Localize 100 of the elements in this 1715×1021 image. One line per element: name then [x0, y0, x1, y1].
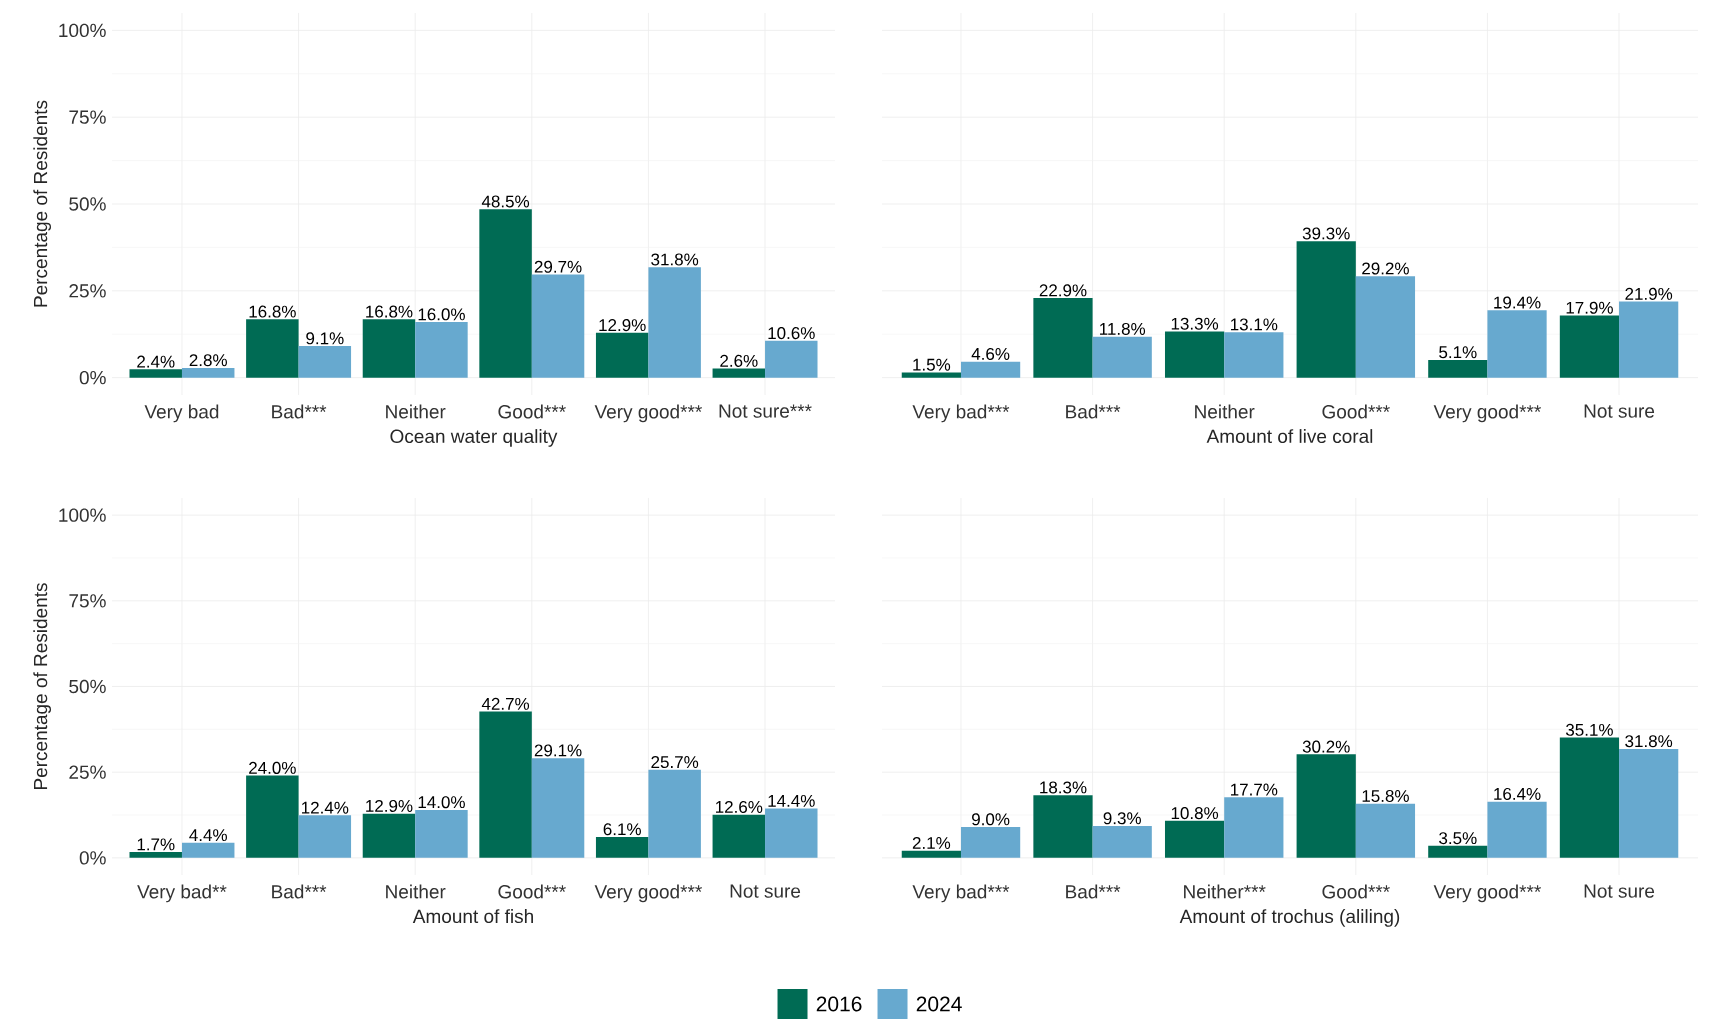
bar — [1296, 754, 1356, 858]
bar — [362, 813, 416, 858]
bar — [1092, 336, 1152, 378]
x-tick-label: Not sure — [1584, 404, 1655, 418]
bar — [415, 809, 468, 858]
bar — [648, 769, 701, 858]
x-axis-title: Amount of live coral — [1206, 429, 1373, 444]
y-tick-label: 100% — [59, 508, 106, 522]
x-tick-label: Neither — [386, 404, 446, 419]
bar — [1164, 331, 1225, 378]
data-label: 16.4% — [1494, 787, 1541, 800]
x-tick-label: Good*** — [498, 884, 566, 899]
data-label: 31.8% — [1625, 735, 1673, 748]
y-tick-label: 50% — [69, 197, 106, 211]
data-label: 10.6% — [768, 327, 815, 340]
data-label: 25.7% — [651, 756, 699, 769]
bar — [1559, 315, 1620, 378]
data-label: 3.5% — [1439, 832, 1477, 845]
data-label: 35.1% — [1565, 723, 1613, 736]
bar — [531, 758, 585, 858]
data-label: 17.7% — [1231, 783, 1278, 796]
bar — [960, 827, 1021, 858]
bar — [181, 367, 235, 378]
bar — [415, 322, 468, 378]
y-tick-label: 50% — [69, 679, 106, 694]
data-label: 12.4% — [302, 801, 349, 814]
x-tick-label: Good*** — [1322, 404, 1390, 419]
y-tick-label: 0% — [79, 370, 106, 385]
bar — [479, 209, 532, 378]
bar — [298, 815, 352, 858]
data-label: 13.3% — [1171, 317, 1219, 330]
bar — [1224, 332, 1284, 378]
legend-label: 2024 — [916, 996, 962, 1012]
data-label: 18.3% — [1040, 781, 1087, 794]
bar — [1619, 301, 1679, 378]
bar — [1355, 276, 1416, 378]
bar — [129, 852, 182, 858]
data-label: 30.2% — [1302, 740, 1350, 753]
bar — [1559, 737, 1620, 858]
data-label: 22.9% — [1039, 284, 1087, 297]
data-label: 21.9% — [1625, 287, 1673, 300]
x-axis-title: Amount of trochus (aliling) — [1179, 909, 1400, 927]
bar — [901, 850, 961, 858]
data-label: 14.4% — [768, 794, 815, 807]
data-label: 16.0% — [418, 308, 465, 321]
data-label: 29.7% — [534, 260, 582, 273]
bar — [1487, 310, 1547, 378]
bar — [712, 368, 766, 378]
x-tick-label: Not sure — [1584, 884, 1655, 898]
bar — [765, 340, 818, 378]
y-tick-label: 0% — [79, 851, 106, 865]
data-label: 1.7% — [137, 838, 175, 851]
x-tick-label: Very bad*** — [912, 884, 1010, 903]
legend-label: 2016 — [816, 996, 862, 1012]
bar — [595, 332, 649, 378]
bar — [181, 842, 235, 858]
y-tick-label: 75% — [69, 110, 106, 124]
data-label: 29.2% — [1362, 262, 1409, 275]
data-label: 16.8% — [366, 305, 413, 318]
data-label: 4.4% — [189, 829, 227, 842]
x-tick-label: Good*** — [498, 404, 566, 419]
bar — [479, 711, 532, 858]
bar — [1428, 359, 1488, 378]
data-label: 29.1% — [534, 744, 582, 757]
data-label: 1.5% — [913, 358, 951, 371]
x-axis-title: Ocean water quality — [390, 429, 558, 447]
bar — [531, 274, 585, 378]
bar — [595, 836, 649, 858]
bar — [1033, 298, 1093, 378]
bar — [1619, 748, 1679, 858]
x-tick-label: Very good*** — [1433, 884, 1541, 903]
data-label: 17.9% — [1566, 301, 1613, 314]
bar — [246, 775, 299, 858]
data-label: 12.9% — [366, 799, 413, 812]
data-label: 16.8% — [249, 305, 296, 318]
bar — [1355, 803, 1416, 858]
x-axis-title: Amount of fish — [412, 909, 533, 924]
data-label: 24.0% — [249, 761, 296, 774]
x-tick-label: Very good*** — [594, 404, 702, 423]
x-tick-label: Very good*** — [594, 884, 702, 903]
x-tick-label: Not sure — [730, 884, 801, 898]
x-tick-label: Very bad — [144, 404, 219, 423]
bar — [712, 814, 766, 858]
data-label: 31.8% — [651, 253, 699, 266]
x-tick-label: Neither*** — [1184, 884, 1266, 899]
bar — [1428, 845, 1488, 858]
data-label: 15.8% — [1362, 789, 1409, 803]
data-label: 42.7% — [481, 697, 530, 710]
x-tick-label: Bad*** — [1066, 404, 1121, 419]
x-tick-label: Neither — [1195, 404, 1255, 419]
data-label: 2.6% — [720, 354, 758, 367]
bar — [960, 361, 1021, 378]
x-tick-label: Good*** — [1322, 884, 1390, 899]
bar — [1164, 820, 1225, 858]
y-axis-title: Percentage of Residents — [33, 583, 51, 789]
bar — [765, 808, 818, 858]
x-tick-label: Very bad*** — [912, 404, 1010, 423]
x-tick-label: Bad*** — [272, 884, 327, 899]
bar — [298, 346, 352, 378]
data-label: 12.6% — [716, 800, 763, 813]
